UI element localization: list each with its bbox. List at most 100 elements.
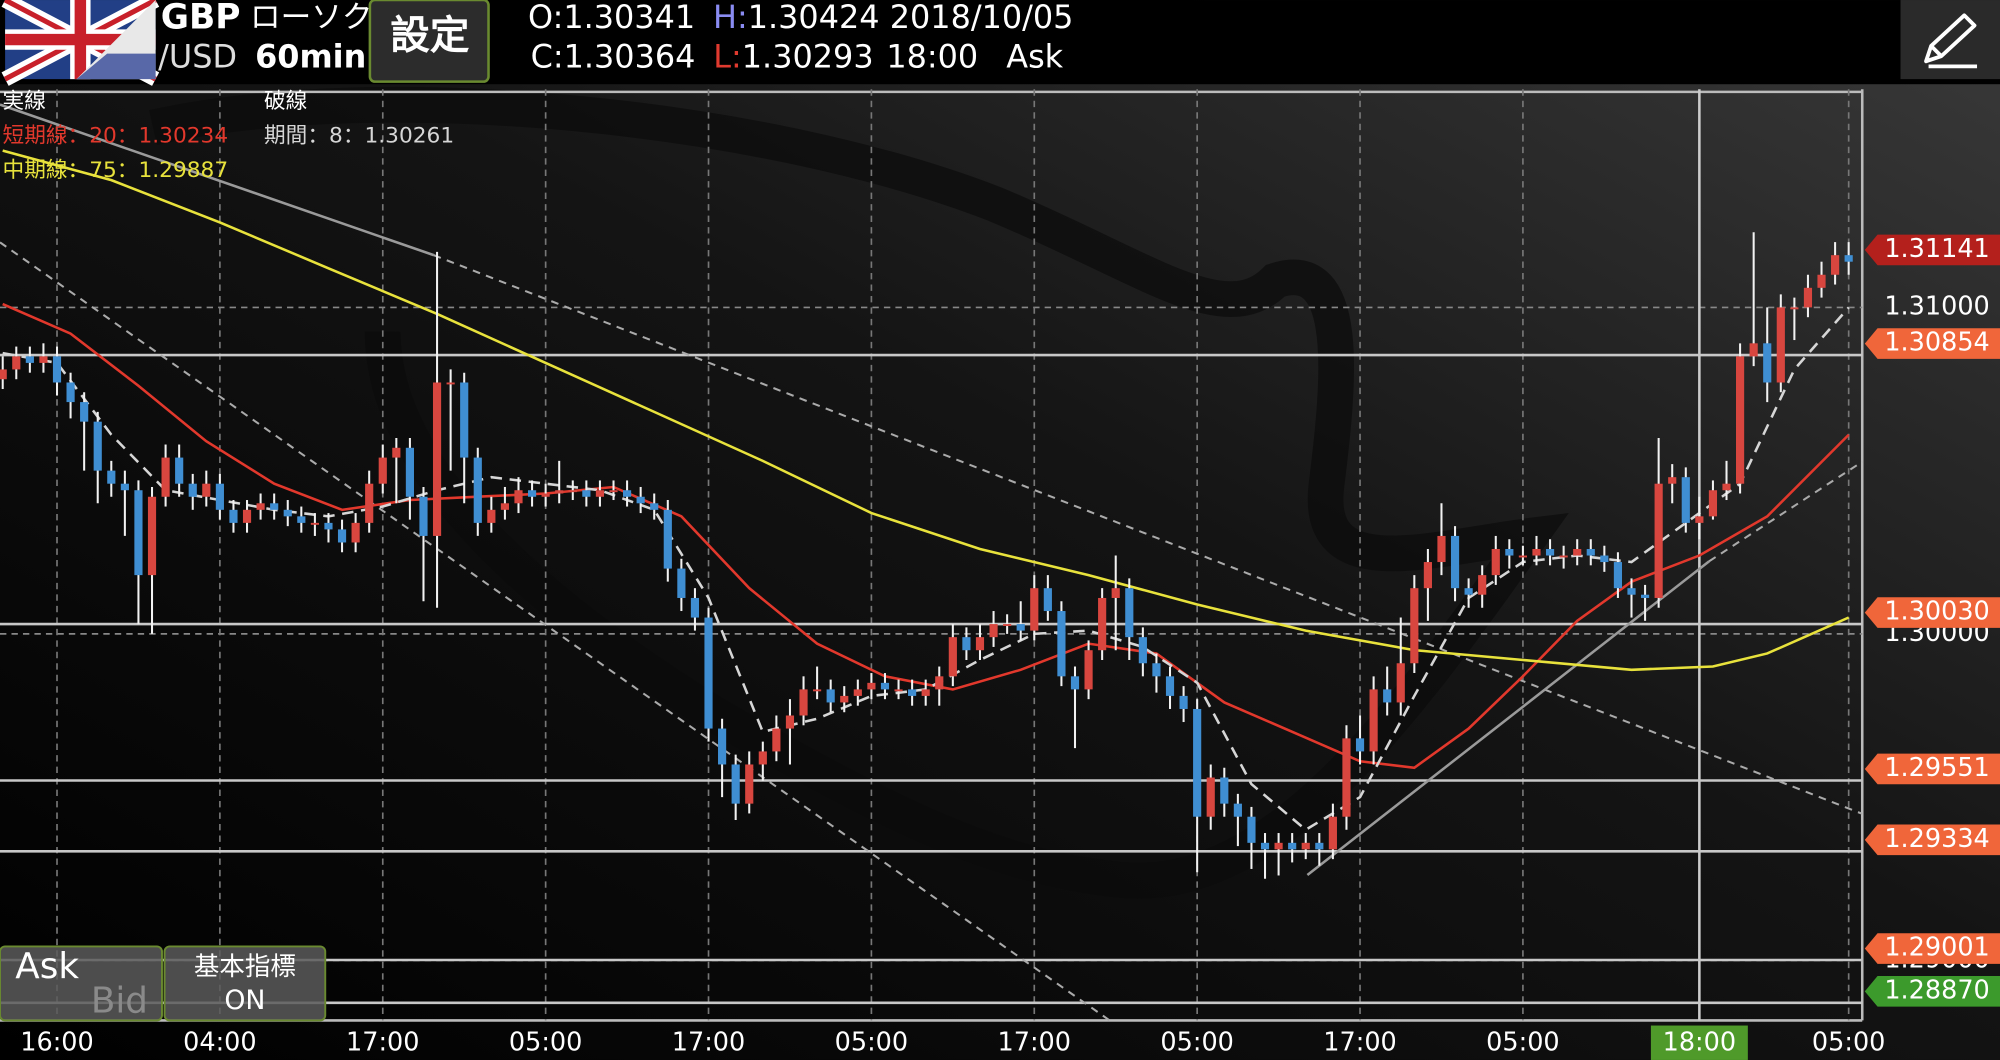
candle-body (1736, 356, 1745, 484)
draw-tool-button[interactable] (1900, 0, 2000, 80)
candle-body (541, 493, 550, 497)
candle-body (1803, 287, 1813, 308)
candle-body (188, 483, 197, 497)
level-label-bg (1864, 933, 2000, 964)
candle-body (202, 483, 211, 497)
x-tick-label: 05:00 (1160, 1027, 1234, 1057)
candle-body (1383, 689, 1392, 703)
candle-body (623, 490, 632, 497)
candle-body (853, 689, 862, 696)
candle-body (460, 382, 469, 458)
timeframe: 60min (255, 38, 366, 76)
candle-body (1532, 548, 1541, 556)
candle-body (1573, 548, 1582, 556)
candle-body (93, 421, 102, 471)
settings-label[interactable]: 設定 (390, 13, 470, 59)
ask-label[interactable]: Ask (15, 946, 79, 987)
candle-body (12, 356, 21, 370)
settings-button-bg[interactable] (368, 0, 490, 83)
candle-body (813, 689, 822, 692)
low-label: L: (713, 38, 742, 76)
candle-body (1695, 516, 1704, 523)
grid (0, 89, 1864, 1022)
candle-body (270, 503, 279, 510)
candle-body (1831, 255, 1840, 275)
candle-body (1206, 777, 1215, 817)
level-label-bg (1864, 328, 2000, 359)
cursor-label: 18:00 (1663, 1027, 1737, 1057)
candle-body (555, 490, 564, 494)
candle-body (419, 496, 428, 536)
level-label: 1.29551 (1884, 753, 1989, 783)
candle-body (948, 637, 957, 677)
candle-body (1668, 477, 1677, 484)
candle-body (989, 624, 998, 638)
candle-body (1817, 274, 1826, 288)
candle-body (1233, 803, 1242, 817)
candle-body (609, 490, 618, 493)
candle-body (758, 751, 767, 765)
symbol-base: GBP (161, 0, 241, 38)
candle-body (935, 676, 944, 690)
indicator-toggle[interactable]: 基本指標 ON (163, 945, 327, 1022)
candle-body (39, 356, 48, 363)
candle-body (1098, 597, 1107, 651)
axis: 1.310001.300001.2900016:0004:0017:0005:0… (20, 234, 2000, 1060)
candle-body (677, 568, 686, 598)
candle-body (1654, 483, 1663, 598)
candle-body (1138, 637, 1147, 664)
candle-body (473, 457, 482, 523)
cursor-label-bg (1650, 1025, 1748, 1060)
ask-bid-toggle[interactable]: Ask Bid (0, 945, 163, 1022)
candle-body (487, 509, 496, 523)
toggle-bg[interactable] (163, 945, 327, 1022)
candle-body (1043, 588, 1052, 612)
indicator-label[interactable]: 基本指標 (194, 952, 296, 982)
candle-body (1790, 307, 1799, 310)
candle-body (1288, 842, 1297, 850)
indicator-state[interactable]: ON (224, 985, 265, 1016)
candle-body (120, 483, 129, 491)
level-label-bg (1864, 976, 2000, 1007)
x-tick-label: 05:00 (1486, 1027, 1560, 1057)
trend-line (0, 103, 435, 257)
candle-body (1586, 548, 1595, 556)
candle-body (297, 516, 306, 523)
candle-body (663, 509, 672, 569)
level-label: 1.31141 (1884, 234, 1989, 264)
candle-body (242, 509, 252, 523)
candle-body (0, 369, 7, 380)
candle-body (1410, 588, 1419, 664)
candle-body (1600, 555, 1609, 563)
candle-body (351, 522, 360, 543)
candle-body (745, 764, 754, 804)
candle-body (1220, 777, 1229, 804)
moving-average-line (2, 149, 1850, 672)
candle-body (1423, 562, 1432, 589)
candle-body (1437, 535, 1446, 563)
candle-body (636, 496, 645, 504)
candle-body (975, 637, 985, 651)
y-tick-label: 1.31000 (1884, 291, 1989, 321)
candle-body (1125, 588, 1134, 638)
pencil-icon[interactable] (1924, 13, 1978, 69)
candle-body (1369, 689, 1378, 752)
candle-body (1627, 588, 1636, 595)
watermark (149, 86, 1569, 899)
level-label: 1.30854 (1884, 328, 1989, 358)
x-tick-label: 17:00 (346, 1027, 419, 1057)
date: 2018/10/05 (890, 0, 1074, 36)
candle-body (432, 382, 442, 536)
bid-label[interactable]: Bid (91, 981, 148, 1022)
legend-entry: 中期線：75：1.29887 (3, 158, 229, 183)
level-label-bg (1864, 234, 2000, 266)
moving-average-line (2, 302, 1850, 770)
x-tick-label: 04:00 (183, 1027, 256, 1057)
level-label-bg (1864, 824, 2000, 856)
candle-body (1301, 842, 1310, 850)
candles (0, 232, 1853, 879)
candle-body (650, 503, 659, 510)
toggle-bg[interactable] (0, 945, 163, 1022)
settings-button[interactable]: 設定 (368, 0, 490, 83)
